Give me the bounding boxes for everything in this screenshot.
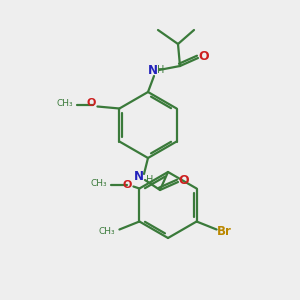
Text: CH₃: CH₃ (57, 99, 74, 108)
Text: O: O (86, 98, 95, 109)
Text: CH₃: CH₃ (99, 227, 116, 236)
Text: H: H (146, 175, 153, 185)
Text: O: O (199, 50, 209, 62)
Text: N: N (148, 64, 158, 77)
Text: N: N (134, 170, 144, 184)
Text: CH₃: CH₃ (91, 179, 107, 188)
Text: O: O (122, 181, 131, 190)
Text: H: H (157, 65, 164, 75)
Text: O: O (179, 173, 189, 187)
Text: Br: Br (217, 225, 232, 238)
